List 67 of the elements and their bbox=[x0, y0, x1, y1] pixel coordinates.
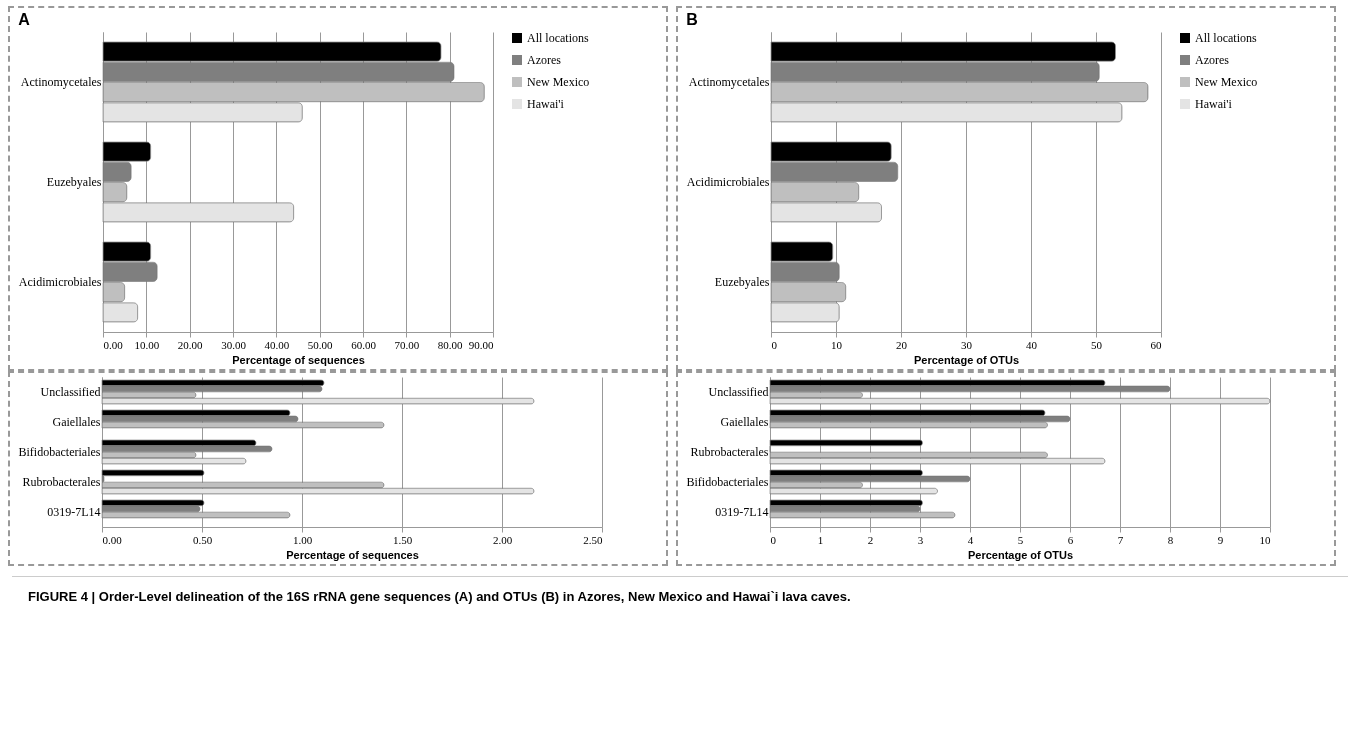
y-tick-label: Euzebyales bbox=[46, 175, 102, 189]
legend-label: Azores bbox=[1195, 53, 1230, 67]
x-tick-label: 7 bbox=[1117, 533, 1124, 546]
x-tick-label: 6 bbox=[1067, 533, 1074, 546]
x-tick-label: 50 bbox=[1091, 338, 1103, 351]
x-tick-label: 2 bbox=[867, 533, 874, 546]
caption: FIGURE 4 | Order-Level delineation of the 16S rRNA gene sequences (A) and OTUs (B) in Azores, New Mexico and Hawai`i lava caves. bbox=[28, 589, 852, 604]
x-tick-label: 1.50 bbox=[392, 533, 413, 546]
x-tick-label: 30.00 bbox=[221, 338, 247, 351]
y-tick-label: 0319-7L14 bbox=[47, 505, 101, 519]
x-axis-title: Percentage of sequences bbox=[286, 548, 419, 561]
x-tick-label: 3 bbox=[917, 533, 924, 546]
x-tick-label: 1 bbox=[817, 533, 824, 546]
x-tick-label: 40.00 bbox=[264, 338, 290, 351]
x-tick-label: 0 bbox=[770, 533, 777, 546]
x-tick-label: 50.00 bbox=[307, 338, 334, 351]
x-tick-label: 10 bbox=[1259, 533, 1271, 546]
x-tick-label: 20 bbox=[896, 338, 908, 351]
x-tick-label: 5 bbox=[1017, 533, 1024, 546]
x-tick-label: 60 bbox=[1150, 338, 1162, 351]
legend-label: Azores bbox=[527, 53, 562, 67]
y-tick-label: Gaiellales bbox=[52, 415, 101, 429]
x-axis-title: Percentage of OTUs bbox=[967, 548, 1074, 561]
x-tick-label: 1.00 bbox=[292, 533, 313, 546]
x-tick-label: 30 bbox=[961, 338, 973, 351]
y-tick-label: Bifidobacteriales bbox=[18, 445, 101, 459]
y-tick-label: Acidimicrobiales bbox=[686, 175, 770, 189]
x-tick-label: 0.00 bbox=[102, 533, 123, 546]
x-tick-label: 8 bbox=[1167, 533, 1174, 546]
y-tick-label: Euzebyales bbox=[714, 275, 770, 289]
x-tick-label: 10.00 bbox=[134, 338, 160, 351]
x-tick-label: 60.00 bbox=[351, 338, 377, 351]
x-tick-label: 70.00 bbox=[394, 338, 420, 351]
legend-label: New Mexico bbox=[527, 75, 590, 89]
dashed-frame: 0 1 2 3 4 5 6 7 8 9 10 Percentage of OTUs Unclassified Gaiellales Rubrobacterales Bifidobacteriales 0319-7L14 bbox=[676, 371, 1336, 566]
y-tick-label: Rubrobacterales bbox=[22, 475, 101, 489]
legend-label: Hawai'i bbox=[1195, 97, 1233, 111]
x-tick-label: 9 bbox=[1217, 533, 1224, 546]
y-tick-label: Gaiellales bbox=[720, 415, 769, 429]
x-tick-label: 2.00 bbox=[492, 533, 513, 546]
x-tick-label: 0.50 bbox=[192, 533, 213, 546]
x-tick-label: 2.50 bbox=[583, 533, 603, 546]
x-tick-label: 40 bbox=[1026, 338, 1038, 351]
y-tick-label: 0319-7L14 bbox=[715, 505, 769, 519]
y-tick-label: Unclassified bbox=[708, 385, 769, 399]
x-tick-label: 0.00 bbox=[103, 338, 124, 351]
x-tick-label: 90.00 bbox=[468, 338, 494, 351]
legend-label: All locations bbox=[527, 31, 589, 45]
dashed-frame: 0 10 20 30 40 50 60 Percentage of OTUs Actinomycetales Acidimicrobiales Euzebyales All locations Azores New Mexico Hawai'i B bbox=[676, 6, 1336, 371]
legend-label: Hawai'i bbox=[527, 97, 565, 111]
y-tick-label: Actinomycetales bbox=[20, 75, 102, 89]
x-tick-label: 10 bbox=[831, 338, 843, 351]
x-tick-label: 20.00 bbox=[177, 338, 204, 351]
y-tick-label: Unclassified bbox=[40, 385, 101, 399]
x-tick-label: 0 bbox=[771, 338, 778, 351]
y-tick-label: Acidimicrobiales bbox=[18, 275, 102, 289]
y-tick-label: Actinomycetales bbox=[688, 75, 770, 89]
x-tick-label: 80.00 bbox=[437, 338, 464, 351]
x-axis-title: Percentage of sequences bbox=[232, 353, 365, 366]
y-tick-label: Rubrobacterales bbox=[690, 445, 769, 459]
chart-title: B bbox=[686, 11, 698, 28]
legend-label: All locations bbox=[1195, 31, 1257, 45]
x-axis-title: Percentage of OTUs bbox=[913, 353, 1020, 366]
x-tick-label: 4 bbox=[967, 533, 974, 546]
y-tick-label: Bifidobacteriales bbox=[686, 475, 769, 489]
chart-title: A bbox=[18, 11, 31, 28]
legend-label: New Mexico bbox=[1195, 75, 1258, 89]
